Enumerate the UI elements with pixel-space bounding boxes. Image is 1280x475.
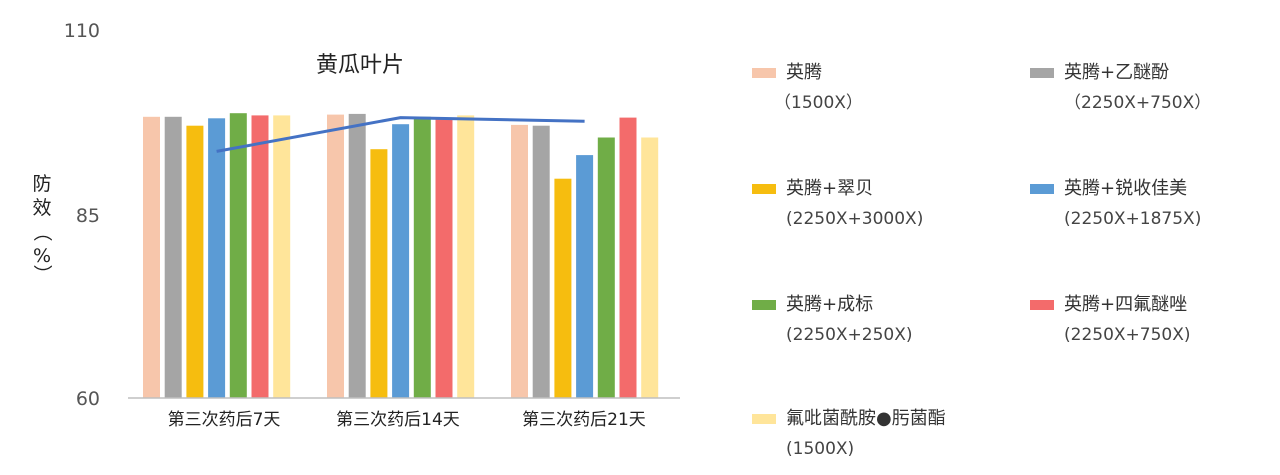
chart-title: 黄瓜叶片 bbox=[316, 53, 404, 78]
bars bbox=[143, 113, 659, 399]
bar bbox=[457, 115, 475, 399]
bar bbox=[273, 115, 291, 399]
category-label: 第三次药后21天 bbox=[522, 410, 646, 430]
bar bbox=[251, 115, 269, 399]
trend-line bbox=[216, 116, 585, 153]
bar bbox=[327, 114, 344, 398]
bar bbox=[597, 137, 615, 398]
bar bbox=[186, 125, 204, 398]
category-label: 第三次药后7天 bbox=[168, 410, 281, 430]
bar bbox=[229, 113, 247, 398]
bar bbox=[435, 117, 453, 398]
bar bbox=[576, 155, 594, 398]
bar bbox=[348, 113, 366, 399]
bar bbox=[208, 118, 226, 399]
category-label: 第三次药后14天 bbox=[336, 410, 460, 430]
bar bbox=[511, 124, 528, 399]
y-tick-60: 60 bbox=[76, 388, 100, 410]
y-axis-label-char: （ bbox=[31, 222, 53, 241]
y-tick-85: 85 bbox=[76, 205, 100, 227]
trend-line-group bbox=[216, 116, 585, 153]
y-axis-label-char: 效 bbox=[32, 197, 51, 219]
bar bbox=[164, 116, 182, 399]
y-axis-label: 防 效 （ % ） bbox=[31, 173, 53, 284]
y-axis-label-char: % bbox=[33, 245, 51, 267]
bar bbox=[619, 117, 637, 398]
bar bbox=[641, 137, 659, 398]
y-axis-label-char: 防 bbox=[32, 173, 51, 195]
bar bbox=[532, 125, 550, 398]
y-axis-label-char: ） bbox=[31, 264, 53, 283]
bar bbox=[370, 149, 388, 398]
bar bbox=[413, 116, 431, 399]
bar bbox=[392, 124, 410, 398]
bar bbox=[143, 116, 160, 399]
y-tick-110: 110 bbox=[64, 20, 100, 42]
bar bbox=[554, 178, 572, 398]
